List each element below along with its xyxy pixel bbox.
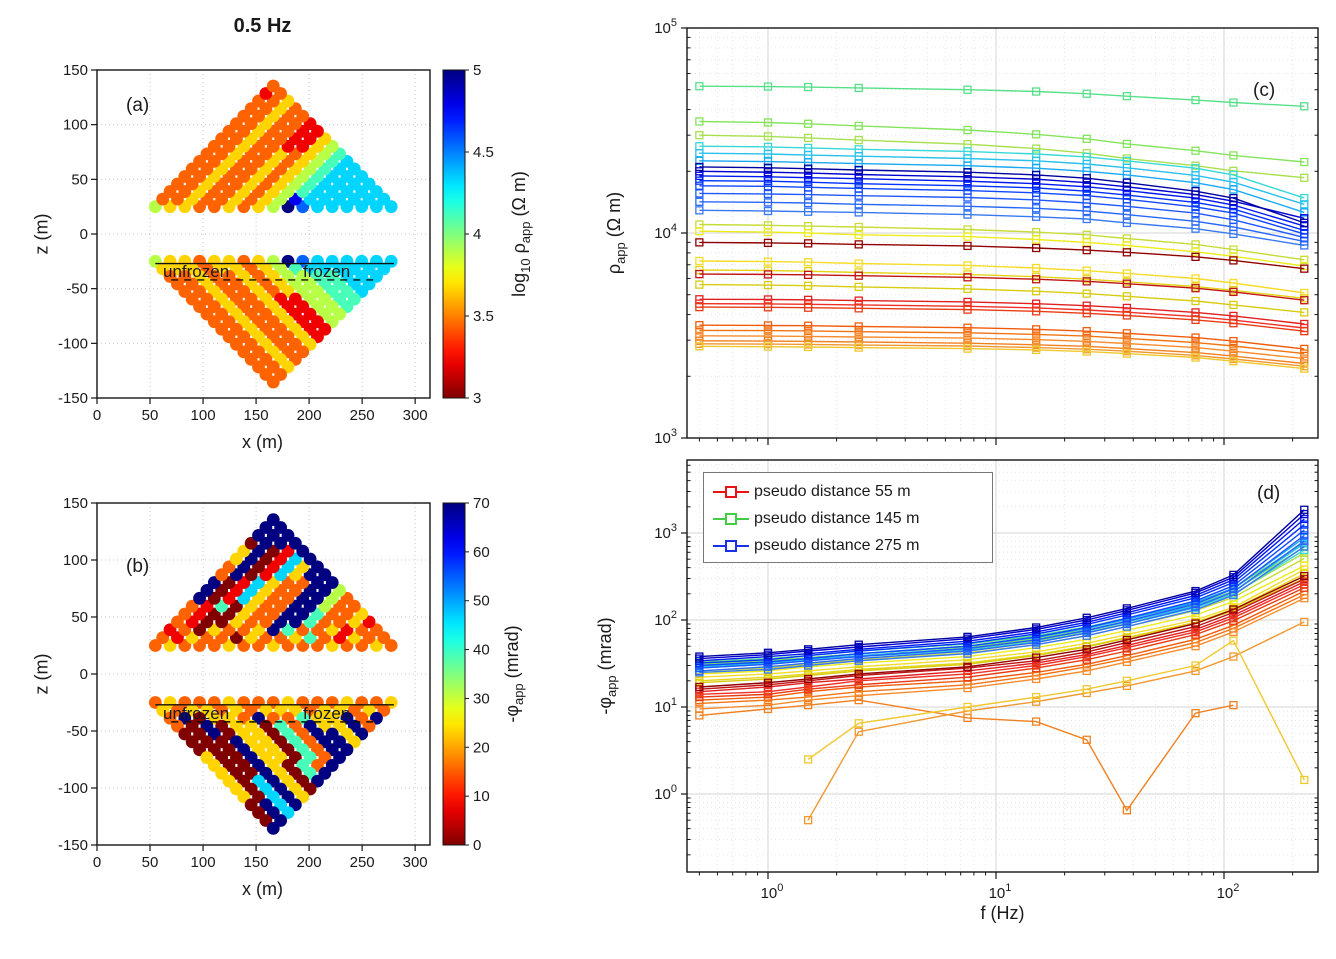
svg-text:100: 100 bbox=[63, 117, 88, 134]
svg-text:100: 100 bbox=[63, 552, 88, 569]
svg-text:102: 102 bbox=[654, 609, 677, 629]
colorbar-a-label: log10 ρapp (Ω m) bbox=[509, 171, 533, 297]
legend-marker-145 bbox=[713, 512, 749, 525]
svg-text:-50: -50 bbox=[66, 723, 88, 740]
svg-text:250: 250 bbox=[350, 854, 375, 871]
legend-entry-label: pseudo distance 275 m bbox=[754, 536, 920, 554]
svg-text:-150: -150 bbox=[58, 390, 88, 407]
svg-text:0: 0 bbox=[473, 837, 481, 854]
svg-text:150: 150 bbox=[244, 407, 269, 424]
annotation-frozen-b: frozen bbox=[303, 704, 351, 723]
svg-text:150: 150 bbox=[63, 495, 88, 512]
panel-b-xlabel: x (m) bbox=[242, 879, 283, 899]
svg-text:-150: -150 bbox=[58, 837, 88, 854]
panel-d-letter: (d) bbox=[1257, 483, 1281, 504]
svg-text:100: 100 bbox=[191, 407, 216, 424]
svg-text:104: 104 bbox=[654, 222, 677, 242]
svg-text:50: 50 bbox=[473, 593, 490, 610]
svg-text:5: 5 bbox=[473, 62, 481, 79]
svg-text:105: 105 bbox=[654, 17, 677, 37]
svg-text:103: 103 bbox=[654, 427, 677, 447]
legend-marker-275 bbox=[713, 539, 749, 552]
svg-text:60: 60 bbox=[473, 544, 490, 561]
svg-text:0: 0 bbox=[93, 407, 101, 424]
panel-b-letter: (b) bbox=[126, 556, 150, 577]
svg-text:4: 4 bbox=[473, 226, 481, 243]
legend-entry: pseudo distance 145 m bbox=[712, 505, 992, 532]
svg-text:100: 100 bbox=[191, 854, 216, 871]
svg-text:50: 50 bbox=[71, 609, 88, 626]
svg-text:3: 3 bbox=[473, 390, 481, 407]
panel-c-ylabel: ρapp (Ω m) bbox=[604, 191, 628, 275]
annotation-unfrozen-a: unfrozen bbox=[163, 262, 230, 281]
svg-text:100: 100 bbox=[761, 882, 784, 902]
panel-d-xlabel: f (Hz) bbox=[980, 903, 1025, 923]
panel-a-xlabel: x (m) bbox=[242, 432, 283, 452]
svg-text:70: 70 bbox=[473, 495, 490, 512]
svg-text:150: 150 bbox=[244, 854, 269, 871]
legend-entry: pseudo distance 55 m bbox=[712, 478, 992, 505]
panel-a-letter: (a) bbox=[126, 95, 150, 116]
svg-text:0: 0 bbox=[80, 666, 88, 683]
legend-entry: pseudo distance 275 m bbox=[712, 532, 992, 559]
svg-text:200: 200 bbox=[297, 407, 322, 424]
svg-text:0: 0 bbox=[93, 854, 101, 871]
legend: pseudo distance 55 m pseudo distance 145… bbox=[703, 472, 993, 563]
svg-text:-100: -100 bbox=[58, 780, 88, 797]
svg-text:50: 50 bbox=[142, 407, 159, 424]
legend-entry-label: pseudo distance 55 m bbox=[754, 482, 911, 500]
svg-text:50: 50 bbox=[142, 854, 159, 871]
svg-text:200: 200 bbox=[297, 854, 322, 871]
annotation-frozen-a: frozen bbox=[303, 262, 351, 281]
svg-text:-100: -100 bbox=[58, 335, 88, 352]
svg-text:300: 300 bbox=[403, 854, 428, 871]
svg-text:40: 40 bbox=[473, 642, 490, 659]
svg-text:50: 50 bbox=[71, 171, 88, 188]
svg-text:102: 102 bbox=[1217, 882, 1240, 902]
svg-text:100: 100 bbox=[654, 783, 677, 803]
svg-text:3.5: 3.5 bbox=[473, 308, 494, 325]
panel-a-title: 0.5 Hz bbox=[233, 15, 292, 37]
panel-d-ylabel: -φapp (mrad) bbox=[595, 617, 619, 715]
annotation-unfrozen-b: unfrozen bbox=[163, 704, 230, 723]
svg-text:103: 103 bbox=[654, 522, 677, 542]
panel-a-ylabel: z (m) bbox=[31, 213, 52, 255]
panel-c-letter: (c) bbox=[1253, 80, 1276, 101]
svg-text:101: 101 bbox=[654, 696, 677, 716]
svg-text:101: 101 bbox=[989, 882, 1012, 902]
panel-b-ylabel: z (m) bbox=[31, 653, 52, 695]
svg-text:-50: -50 bbox=[66, 281, 88, 298]
svg-text:0: 0 bbox=[80, 226, 88, 243]
svg-text:300: 300 bbox=[403, 407, 428, 424]
svg-text:20: 20 bbox=[473, 739, 490, 756]
legend-entry-label: pseudo distance 145 m bbox=[754, 509, 920, 527]
svg-text:30: 30 bbox=[473, 690, 490, 707]
legend-marker-55 bbox=[713, 485, 749, 498]
svg-text:4.5: 4.5 bbox=[473, 144, 494, 161]
colorbar-b-label: -φapp (mrad) bbox=[502, 625, 526, 723]
svg-text:150: 150 bbox=[63, 62, 88, 79]
svg-text:250: 250 bbox=[350, 407, 375, 424]
svg-text:10: 10 bbox=[473, 788, 490, 805]
